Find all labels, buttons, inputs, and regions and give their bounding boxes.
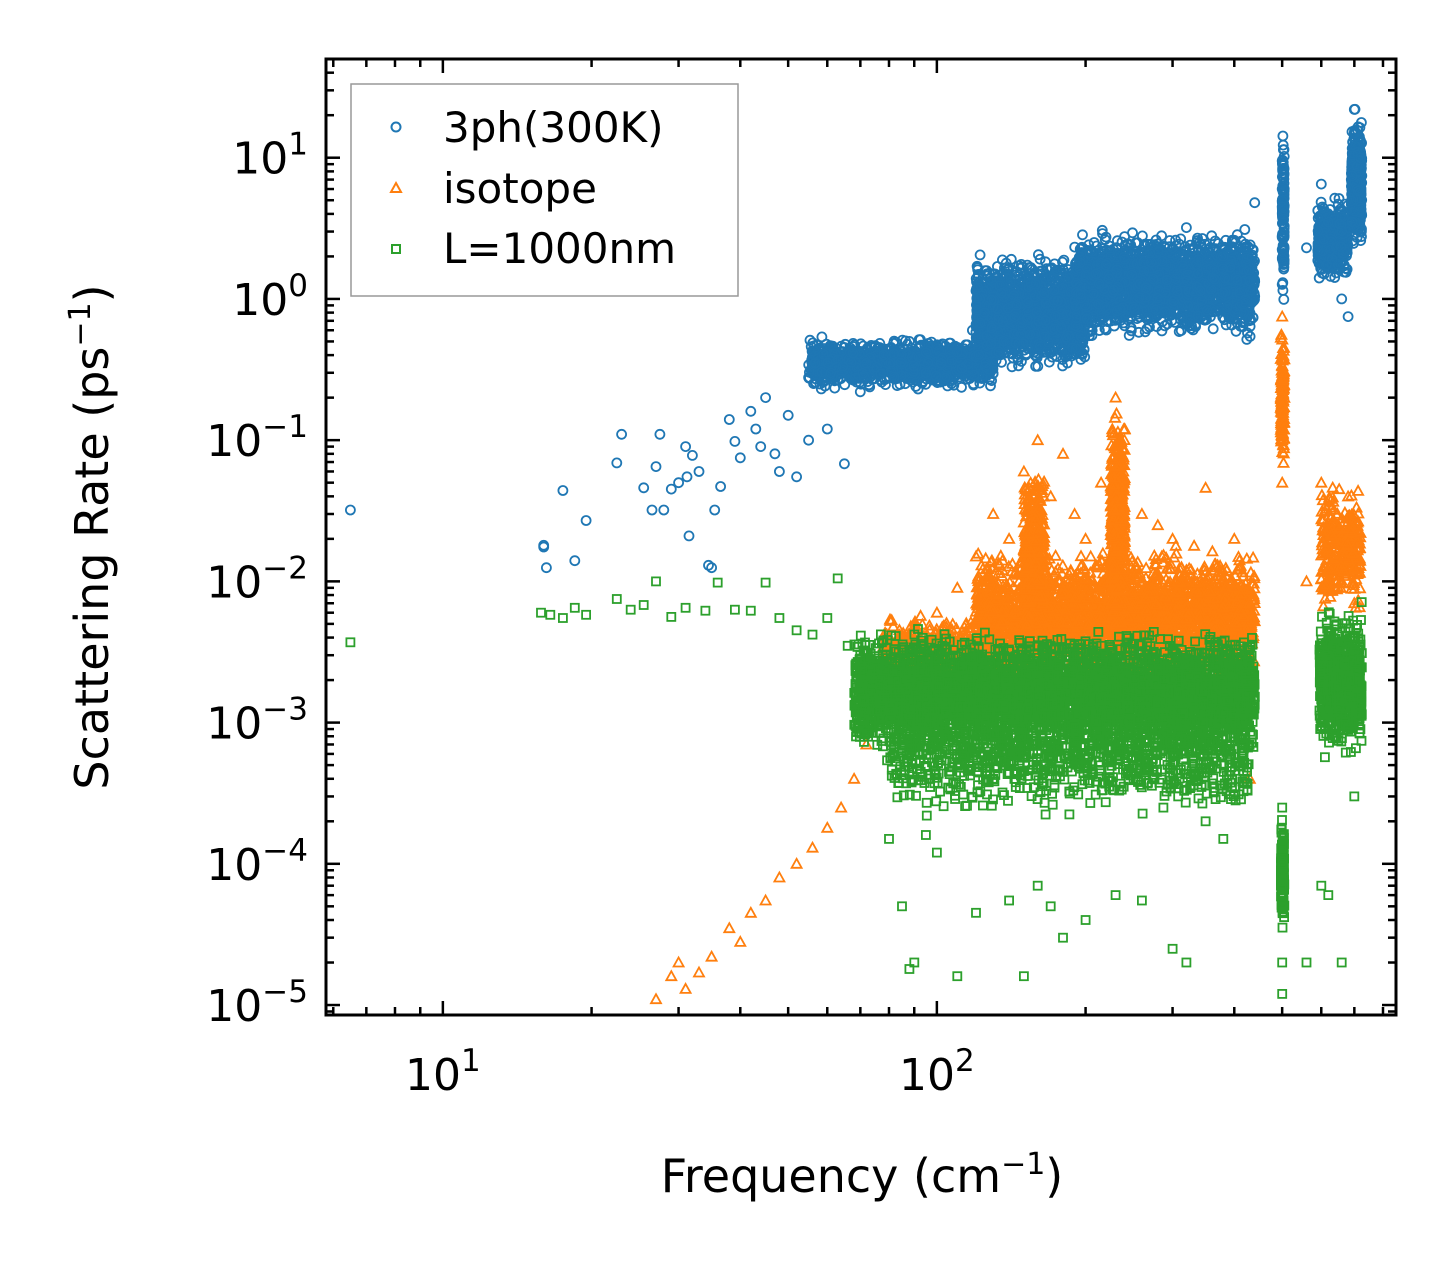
data-point-circle (808, 378, 819, 390)
data-points-layer (344, 103, 1368, 1005)
data-point-circle (913, 334, 925, 346)
data-point-circle (948, 379, 960, 391)
data-point-circle (829, 382, 841, 394)
data-point-circle (985, 380, 996, 392)
